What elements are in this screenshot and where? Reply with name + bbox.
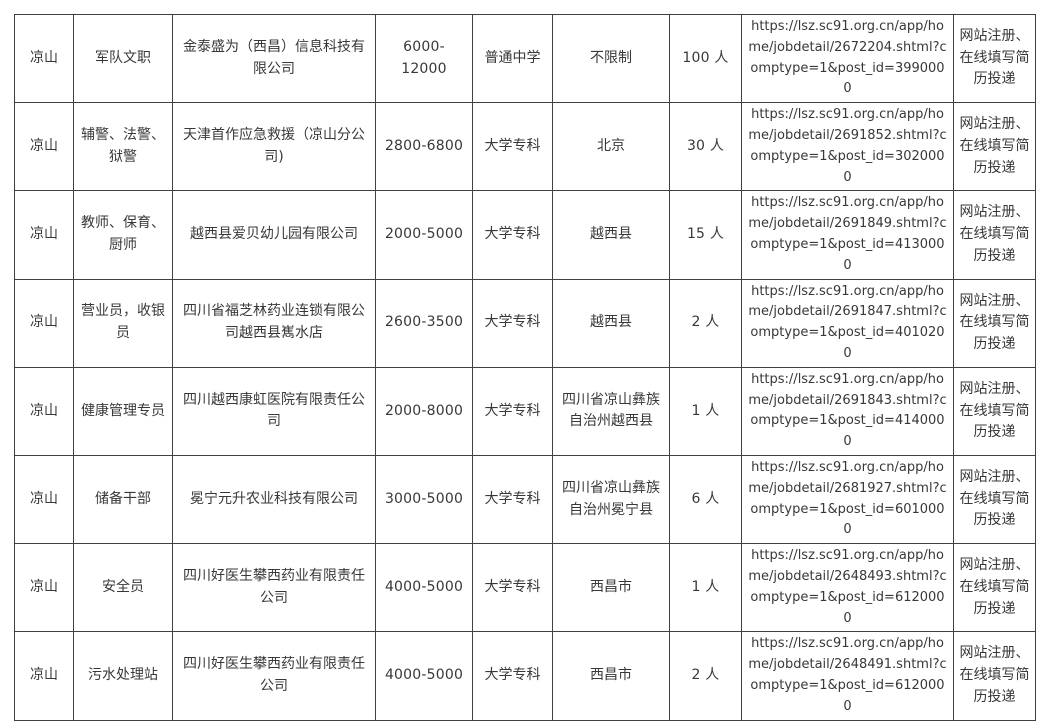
education-cell: 大学专科 [472, 366, 553, 456]
location-cell: 越西县 [552, 278, 670, 368]
job-title-cell: 污水处理站 [73, 631, 173, 721]
headcount-cell: 6 人 [669, 454, 742, 545]
job-table-body: 凉山 军队文职 金泰盛为（西昌）信息科技有限公司 6000-12000 普通中学 不限制 1… [14, 13, 1036, 721]
salary-cell: 6000-12000 [375, 13, 473, 104]
job-url-cell: https://lsz.sc91.org.cn/app/home/jobdeta… [741, 454, 954, 545]
location-cell: 四川省凉山彝族自治州冕宁县 [552, 454, 670, 545]
region-cell: 凉山 [14, 454, 74, 545]
region-cell: 凉山 [14, 278, 74, 368]
company-cell: 金泰盛为（西昌）信息科技有限公司 [172, 13, 376, 104]
company-cell: 四川好医生攀西药业有限责任公司 [172, 631, 376, 721]
company-cell: 冕宁元升农业科技有限公司 [172, 454, 376, 545]
location-cell: 四川省凉山彝族自治州越西县 [552, 366, 670, 456]
apply-method-cell: 网站注册、在线填写简历投递 [953, 278, 1036, 368]
salary-cell: 2000-8000 [375, 366, 473, 456]
region-cell: 凉山 [14, 13, 74, 104]
apply-method-cell: 网站注册、在线填写简历投递 [953, 366, 1036, 456]
region-cell: 凉山 [14, 631, 74, 721]
table-row: 凉山 营业员，收银员 四川省福芝林药业连锁有限公司越西县嶲水店 2600-3500 大学… [14, 278, 1036, 368]
region-cell: 凉山 [14, 190, 74, 280]
location-cell: 西昌市 [552, 631, 670, 721]
education-cell: 大学专科 [472, 102, 553, 192]
table-row: 凉山 污水处理站 四川好医生攀西药业有限责任公司 4000-5000 大学专科 西昌市 2 … [14, 631, 1036, 721]
job-title-cell: 安全员 [73, 543, 173, 633]
job-title-cell: 储备干部 [73, 454, 173, 545]
job-url-cell: https://lsz.sc91.org.cn/app/home/jobdeta… [741, 366, 954, 456]
salary-cell: 2600-3500 [375, 278, 473, 368]
education-cell: 大学专科 [472, 543, 553, 633]
salary-cell: 4000-5000 [375, 631, 473, 721]
job-url-cell: https://lsz.sc91.org.cn/app/home/jobdeta… [741, 631, 954, 721]
location-cell: 北京 [552, 102, 670, 192]
job-url-cell: https://lsz.sc91.org.cn/app/home/jobdeta… [741, 190, 954, 280]
company-cell: 越西县爱贝幼儿园有限公司 [172, 190, 376, 280]
headcount-cell: 1 人 [669, 366, 742, 456]
education-cell: 大学专科 [472, 278, 553, 368]
education-cell: 普通中学 [472, 13, 553, 104]
region-cell: 凉山 [14, 366, 74, 456]
job-title-cell: 营业员，收银员 [73, 278, 173, 368]
job-url-cell: https://lsz.sc91.org.cn/app/home/jobdeta… [741, 13, 954, 104]
job-url-cell: https://lsz.sc91.org.cn/app/home/jobdeta… [741, 278, 954, 368]
education-cell: 大学专科 [472, 454, 553, 545]
region-cell: 凉山 [14, 543, 74, 633]
location-cell: 越西县 [552, 190, 670, 280]
headcount-cell: 15 人 [669, 190, 742, 280]
salary-cell: 2000-5000 [375, 190, 473, 280]
apply-method-cell: 网站注册、在线填写简历投递 [953, 631, 1036, 721]
salary-cell: 4000-5000 [375, 543, 473, 633]
headcount-cell: 2 人 [669, 278, 742, 368]
job-url-cell: https://lsz.sc91.org.cn/app/home/jobdeta… [741, 543, 954, 633]
apply-method-cell: 网站注册、在线填写简历投递 [953, 102, 1036, 192]
job-title-cell: 健康管理专员 [73, 366, 173, 456]
company-cell: 天津首作应急救援（凉山分公司) [172, 102, 376, 192]
apply-method-cell: 网站注册、在线填写简历投递 [953, 454, 1036, 545]
headcount-cell: 100 人 [669, 13, 742, 104]
job-listings-page: 凉山 军队文职 金泰盛为（西昌）信息科技有限公司 6000-12000 普通中学 不限制 1… [14, 13, 1036, 721]
headcount-cell: 30 人 [669, 102, 742, 192]
company-cell: 四川越西康虹医院有限责任公司 [172, 366, 376, 456]
education-cell: 大学专科 [472, 190, 553, 280]
apply-method-cell: 网站注册、在线填写简历投递 [953, 543, 1036, 633]
table-row: 凉山 教师、保育、厨师 越西县爱贝幼儿园有限公司 2000-5000 大学专科 越西县 15… [14, 190, 1036, 280]
education-cell: 大学专科 [472, 631, 553, 721]
headcount-cell: 2 人 [669, 631, 742, 721]
region-cell: 凉山 [14, 102, 74, 192]
location-cell: 不限制 [552, 13, 670, 104]
table-row: 凉山 辅警、法警、狱警 天津首作应急救援（凉山分公司) 2800-6800 大学专科 北京… [14, 102, 1036, 192]
job-url-cell: https://lsz.sc91.org.cn/app/home/jobdeta… [741, 102, 954, 192]
apply-method-cell: 网站注册、在线填写简历投递 [953, 13, 1036, 104]
salary-cell: 3000-5000 [375, 454, 473, 545]
table-row: 凉山 储备干部 冕宁元升农业科技有限公司 3000-5000 大学专科 四川省凉山彝族自治… [14, 454, 1036, 545]
job-title-cell: 军队文职 [73, 13, 173, 104]
company-cell: 四川省福芝林药业连锁有限公司越西县嶲水店 [172, 278, 376, 368]
job-listings-table: 凉山 军队文职 金泰盛为（西昌）信息科技有限公司 6000-12000 普通中学 不限制 1… [14, 13, 1036, 721]
headcount-cell: 1 人 [669, 543, 742, 633]
apply-method-cell: 网站注册、在线填写简历投递 [953, 190, 1036, 280]
location-cell: 西昌市 [552, 543, 670, 633]
job-title-cell: 辅警、法警、狱警 [73, 102, 173, 192]
job-title-cell: 教师、保育、厨师 [73, 190, 173, 280]
salary-cell: 2800-6800 [375, 102, 473, 192]
table-row: 凉山 军队文职 金泰盛为（西昌）信息科技有限公司 6000-12000 普通中学 不限制 1… [14, 13, 1036, 104]
company-cell: 四川好医生攀西药业有限责任公司 [172, 543, 376, 633]
table-row: 凉山 健康管理专员 四川越西康虹医院有限责任公司 2000-8000 大学专科 四川省凉山… [14, 366, 1036, 456]
